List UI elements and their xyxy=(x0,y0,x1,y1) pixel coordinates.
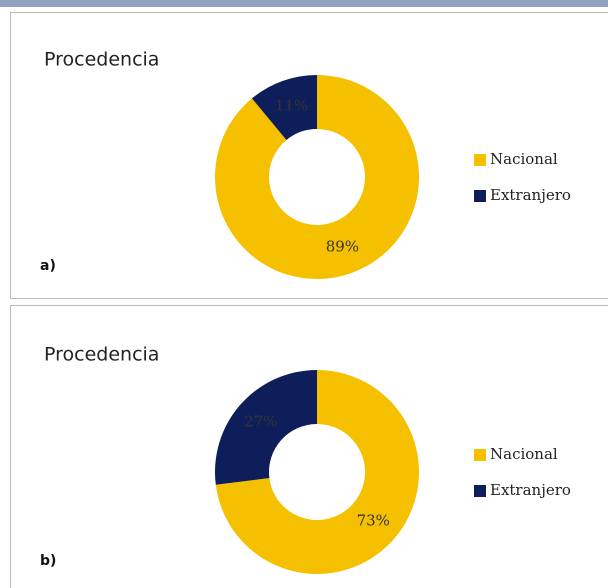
chart-title: Procedencia xyxy=(44,344,159,366)
legend-label: Nacional xyxy=(490,150,558,168)
legend-swatch xyxy=(474,485,486,497)
legend-label: Extranjero xyxy=(490,481,571,499)
donut-slice xyxy=(251,75,317,141)
donut-slice xyxy=(215,370,317,485)
legend-label: Nacional xyxy=(490,445,558,463)
donut-slice xyxy=(214,75,420,279)
chart-title: Procedencia xyxy=(44,49,159,71)
value-label: 11% xyxy=(275,96,308,114)
panel-label: b) xyxy=(40,553,56,569)
legend-label: Extranjero xyxy=(490,186,571,204)
top-bar xyxy=(0,0,608,7)
legend-swatch xyxy=(474,449,486,461)
donut-slice xyxy=(215,370,419,575)
legend-swatch xyxy=(474,190,486,202)
panel-label: a) xyxy=(40,258,56,274)
legend-swatch xyxy=(474,154,486,166)
value-label: 27% xyxy=(244,412,277,430)
value-label: 89% xyxy=(326,238,359,256)
value-label: 73% xyxy=(357,512,390,530)
